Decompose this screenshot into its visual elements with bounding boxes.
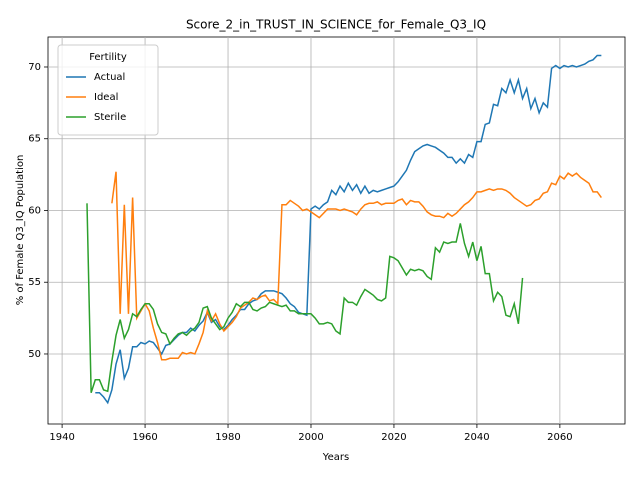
legend-box [57,44,159,136]
legend-title: Fertility [89,52,127,63]
series-line [95,54,602,405]
legend-label: Sterile [94,112,126,123]
x-axis-label: Years [322,452,349,463]
y-tick-label: 55 [28,277,41,288]
chart-title: Score_2_in_TRUST_IN_SCIENCE_for_Female_Q… [186,18,486,32]
legend: Fertility Actual Ideal Sterile [57,44,159,136]
legend-label: Ideal [94,92,118,103]
y-tick-label: 65 [28,134,41,145]
x-tick-label: 2060 [547,432,572,443]
x-tick-label: 2020 [381,432,406,443]
y-tick-label: 70 [28,62,41,73]
x-tick-label: 2000 [298,432,323,443]
x-tick-label: 2040 [464,432,489,443]
series-line [86,203,524,393]
series-line [111,171,602,361]
y-tick-label: 50 [28,349,41,360]
x-tick-label: 1960 [132,432,157,443]
legend-label: Actual [94,72,125,83]
y-axis-label: % of Female Q3_IQ Population [15,155,26,306]
x-tick-label: 1940 [49,432,74,443]
x-tick-label: 1980 [215,432,240,443]
y-tick-label: 60 [28,205,41,216]
